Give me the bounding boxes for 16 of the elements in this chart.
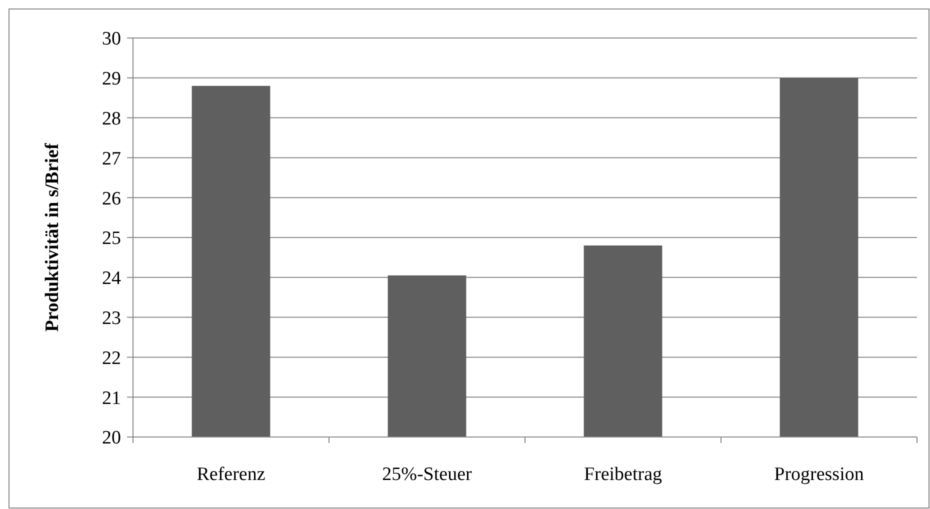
x-tick-label: Freibetrag — [584, 464, 663, 485]
y-tick-label: 24 — [102, 268, 122, 290]
y-tick-label: 28 — [102, 108, 121, 130]
y-tick-label: 26 — [102, 188, 121, 210]
y-tick-label: 25 — [102, 228, 121, 250]
y-tick-label: 22 — [102, 348, 121, 369]
x-tick-label: 25%-Steuer — [382, 464, 473, 485]
y-tick-label: 21 — [102, 388, 121, 409]
y-tick-label: 29 — [102, 68, 121, 90]
y-tick-label: 30 — [102, 28, 121, 50]
x-tick-label: Referenz — [196, 464, 266, 485]
y-tick-label: 23 — [102, 308, 121, 329]
x-tick-label: Progression — [774, 464, 864, 485]
y-tick-label: 27 — [102, 148, 121, 170]
y-axis-title: Produktivität in s/Brief — [42, 142, 63, 332]
y-tick-label: 20 — [102, 428, 121, 449]
